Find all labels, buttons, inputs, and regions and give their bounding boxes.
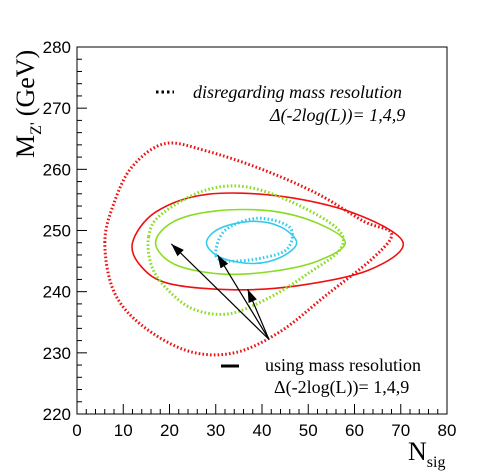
legend-dotted-label: disregarding mass resolution <box>193 82 402 102</box>
solid-contour-level-9 <box>132 193 403 290</box>
legend-dotted-sub: Δ(-2log(L))= 1,4,9 <box>269 105 405 126</box>
x-tick-label: 40 <box>253 421 272 440</box>
dotted-contour-level-1 <box>216 218 293 261</box>
y-axis-title-unit: (GeV) <box>11 50 40 116</box>
arrow-head <box>218 255 229 268</box>
y-axis-title-sub: Z' <box>28 122 45 135</box>
x-tick-label: 60 <box>345 421 364 440</box>
y-tick-label: 240 <box>43 283 71 302</box>
arrow-head <box>248 289 257 303</box>
y-tick-label: 260 <box>43 160 71 179</box>
y-axis-title: MZ'(GeV) <box>11 50 45 158</box>
y-tick-label: 270 <box>43 99 71 118</box>
x-tick-label: 10 <box>114 421 133 440</box>
y-tick-label: 250 <box>43 222 71 241</box>
x-tick-label: 50 <box>299 421 318 440</box>
legend-solid-label: using mass resolution <box>265 355 421 375</box>
x-tick-label: 20 <box>160 421 179 440</box>
x-axis-title-sub: sig <box>427 454 446 471</box>
x-tick-label: 80 <box>438 421 457 440</box>
legend-solid-sub: Δ(-2log(L))= 1,4,9 <box>274 377 409 398</box>
y-tick-label: 280 <box>43 38 71 57</box>
contour-lines <box>105 143 403 355</box>
annotation-arrows <box>171 244 269 339</box>
y-tick-label: 230 <box>43 344 71 363</box>
x-tick-label: 0 <box>72 421 81 440</box>
y-tick-label: 220 <box>43 405 71 424</box>
x-tick-label: 30 <box>206 421 225 440</box>
solid-contour-level-4 <box>156 210 346 275</box>
x-axis-title: Nsig <box>408 437 445 471</box>
